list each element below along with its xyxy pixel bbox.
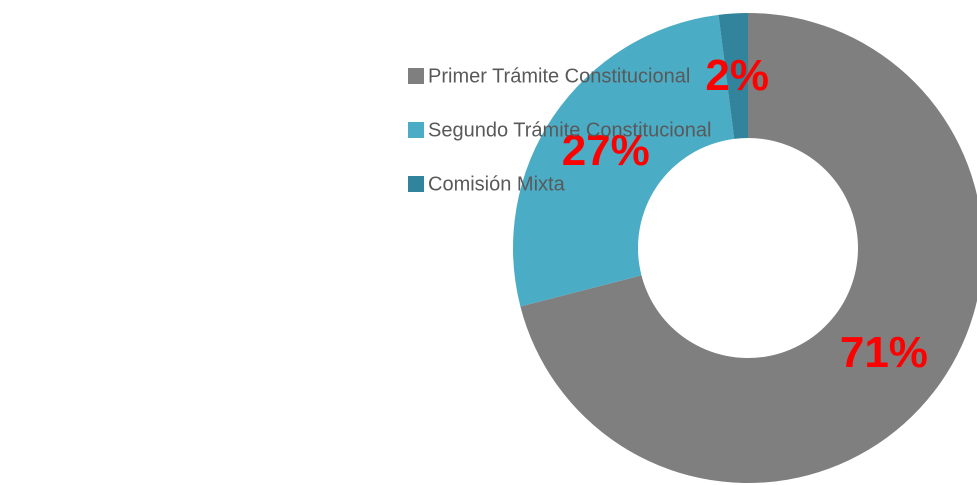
legend-swatch [408, 176, 424, 192]
data-label: 71% [840, 328, 928, 377]
legend-swatch [408, 68, 424, 84]
slice [520, 13, 977, 483]
data-label: 27% [562, 126, 650, 175]
slice [718, 13, 748, 139]
data-label: 2% [705, 51, 769, 100]
legend-label: Segundo Trámite Constitucional [428, 119, 712, 141]
legend-label: Primer Trámite Constitucional [428, 65, 690, 87]
legend-swatch [408, 122, 424, 138]
legend-label: Comisión Mixta [428, 173, 566, 195]
slice [512, 14, 735, 307]
